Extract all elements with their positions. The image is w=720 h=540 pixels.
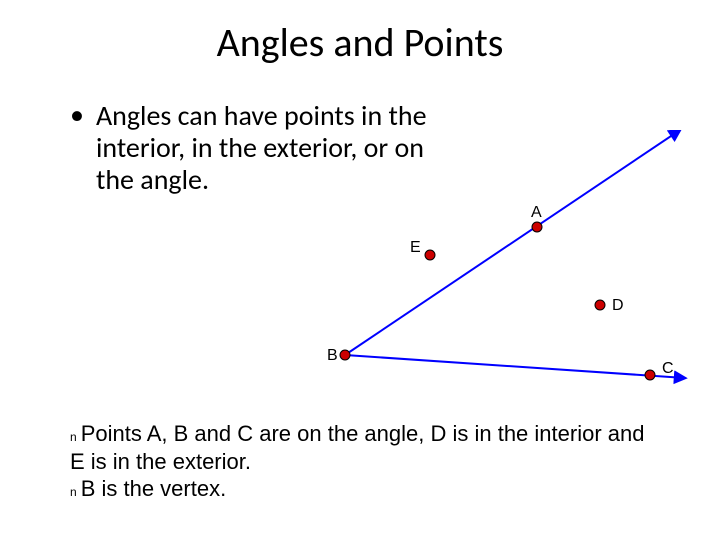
svg-text:C: C bbox=[662, 360, 674, 377]
sub-marker-1: n bbox=[70, 430, 77, 444]
footer-text-2: B is the vertex. bbox=[81, 476, 227, 501]
footer-line-1: nPoints A, B and C are on the angle, D i… bbox=[70, 420, 660, 475]
svg-text:B: B bbox=[327, 347, 338, 364]
page-title: Angles and Points bbox=[0, 0, 720, 67]
sub-marker-2: n bbox=[70, 485, 77, 499]
svg-text:D: D bbox=[612, 297, 624, 314]
footer-block: nPoints A, B and C are on the angle, D i… bbox=[70, 420, 660, 503]
bullet-marker: • bbox=[70, 100, 84, 131]
footer-line-2: n B is the vertex. bbox=[70, 475, 660, 503]
footer-text-1: Points A, B and C are on the angle, D is… bbox=[70, 421, 644, 474]
svg-text:A: A bbox=[531, 204, 542, 221]
angle-diagram: A C D E B bbox=[300, 130, 690, 390]
svg-text:E: E bbox=[410, 239, 421, 256]
